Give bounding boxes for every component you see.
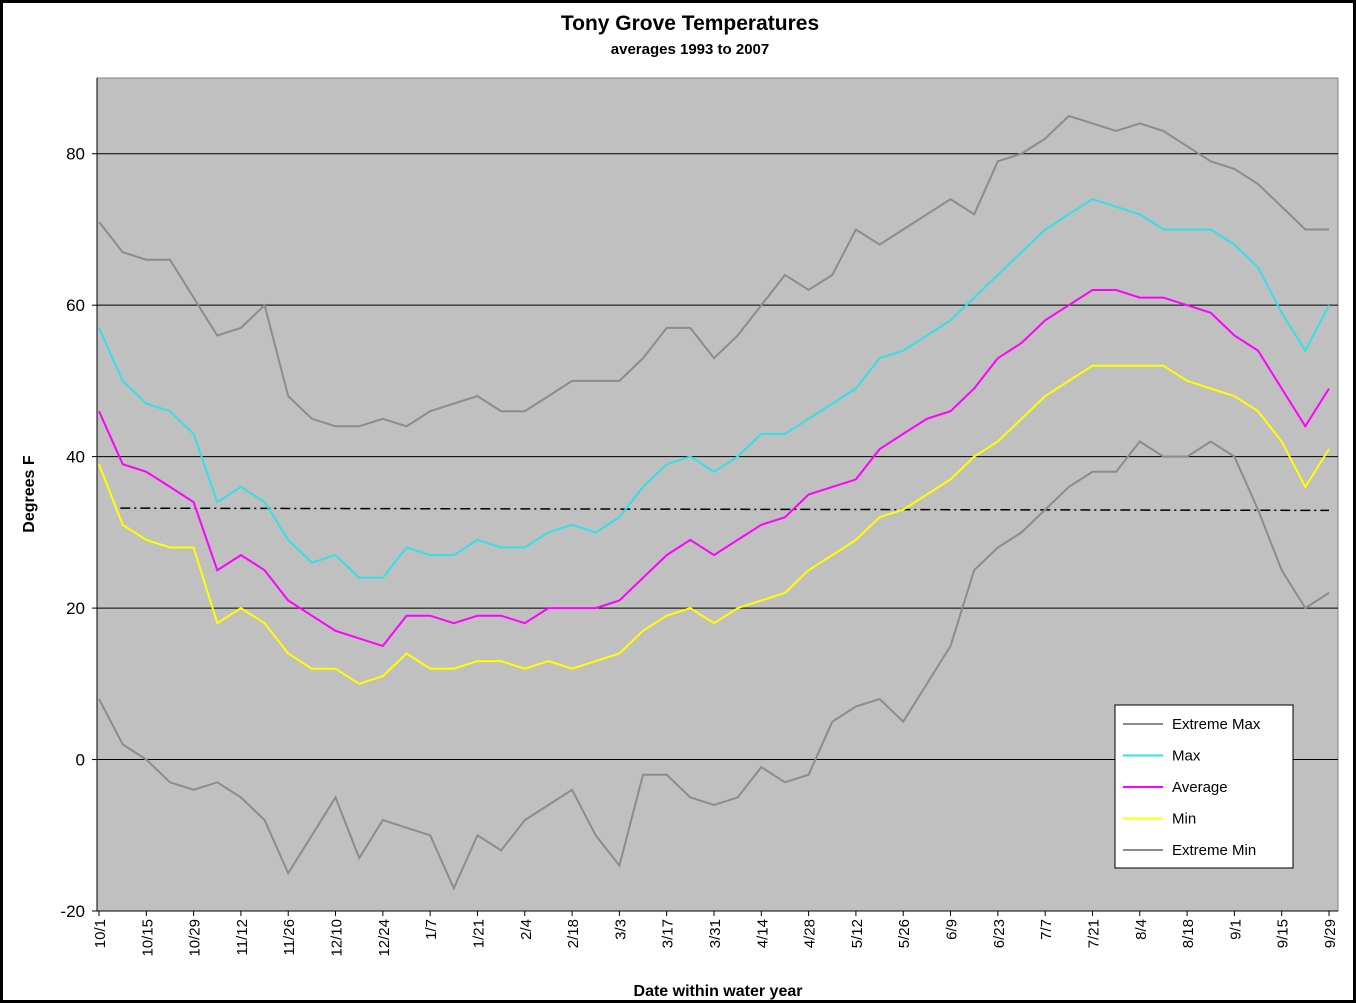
x-tick-label: 8/18 <box>1180 919 1197 948</box>
x-tick-label: 1/21 <box>470 919 487 948</box>
x-tick-label: 6/9 <box>944 919 961 940</box>
legend-label: Min <box>1172 811 1196 828</box>
x-tick-label: 11/12 <box>234 919 251 955</box>
x-tick-label: 12/10 <box>329 919 346 957</box>
x-tick-label: 5/26 <box>896 919 913 948</box>
y-tick-label: -20 <box>60 902 85 921</box>
x-tick-label: 2/4 <box>518 919 535 940</box>
x-tick-label: 3/31 <box>707 919 724 948</box>
reference-line <box>120 507 1330 512</box>
x-tick-label: 7/7 <box>1038 919 1055 940</box>
x-tick-label: 5/12 <box>849 919 866 948</box>
x-tick-label: 3/17 <box>660 919 677 948</box>
y-tick-label: 40 <box>66 448 85 467</box>
series-line <box>98 198 1330 579</box>
x-tick-label: 10/29 <box>187 919 204 957</box>
x-tick-label: 12/24 <box>376 919 393 957</box>
x-tick-label: 8/4 <box>1133 919 1150 940</box>
x-tick-label: 9/1 <box>1227 919 1244 940</box>
x-tick-label: 11/26 <box>281 919 298 955</box>
x-tick-label: 1/7 <box>423 919 440 940</box>
y-tick-label: 0 <box>76 751 85 770</box>
x-tick-label: 4/14 <box>754 919 771 948</box>
x-tick-label: 4/28 <box>802 919 819 948</box>
series-line <box>98 440 1330 891</box>
x-tick-label: 10/15 <box>139 919 156 957</box>
legend-label: Average <box>1172 779 1228 796</box>
x-tick-label: 7/21 <box>1085 919 1102 948</box>
x-tick-label: 6/23 <box>991 919 1008 948</box>
chart-subtitle: averages 1993 to 2007 <box>611 41 769 58</box>
y-axis-title: Degrees F <box>21 455 38 533</box>
series-line <box>98 289 1330 648</box>
legend-label: Max <box>1172 748 1201 765</box>
x-tick-label: 9/15 <box>1275 919 1292 948</box>
x-axis-title: Date within water year <box>634 983 803 1000</box>
legend-label: Extreme Min <box>1172 842 1256 859</box>
y-tick-label: 60 <box>66 296 85 315</box>
x-tick-label: 3/3 <box>612 919 629 940</box>
x-tick-label: 2/18 <box>565 919 582 948</box>
y-tick-label: 20 <box>66 599 85 618</box>
chart-title: Tony Grove Temperatures <box>561 12 819 35</box>
x-tick-label: 10/1 <box>92 919 109 948</box>
legend-label: Extreme Max <box>1172 716 1261 733</box>
series-line <box>98 364 1330 685</box>
y-tick-label: 80 <box>66 145 85 164</box>
x-tick-label: 9/29 <box>1322 919 1339 948</box>
series-line <box>98 114 1329 428</box>
